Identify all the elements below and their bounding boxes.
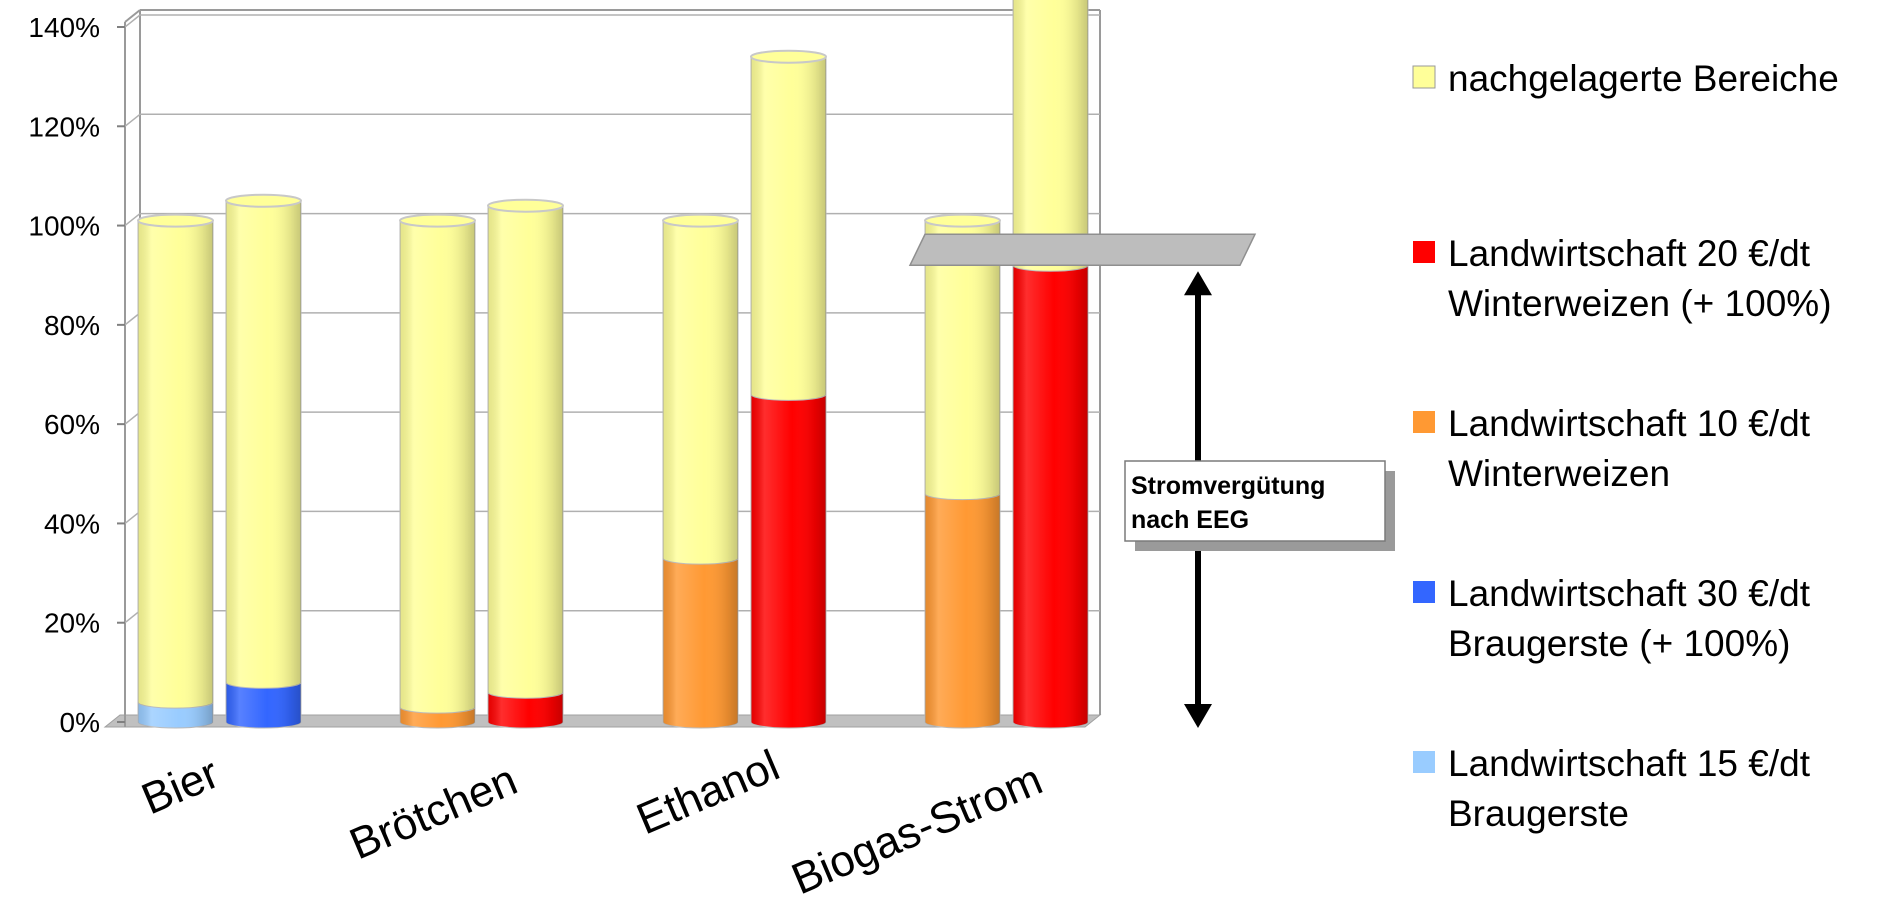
y-tick-label: 60%	[44, 409, 100, 440]
bar-segment-shade	[400, 220, 475, 714]
bar	[750, 49, 827, 729]
bar	[137, 213, 214, 729]
category-label: Biogas-Strom	[785, 755, 1050, 904]
y-tick-label: 80%	[44, 310, 100, 341]
legend-swatch	[1413, 751, 1435, 773]
bar-segment-shade	[925, 220, 1000, 500]
bar-segment-shade	[226, 682, 301, 728]
bar-top-cap	[487, 198, 564, 213]
eeg-annotation: Stromvergütung nach EEG	[908, 233, 1395, 728]
bar-segment-shade	[663, 220, 738, 565]
bar-segment-shade	[1013, 0, 1088, 272]
gridline-side	[124, 113, 141, 127]
bar-segment-shade	[138, 702, 213, 728]
bars	[137, 0, 1089, 729]
legend-label: Landwirtschaft 20 €/dt	[1448, 233, 1811, 274]
bar-segment-shade	[488, 205, 563, 699]
bar-top-cap	[924, 213, 1001, 228]
gridline-side	[124, 14, 141, 28]
y-tick-label: 20%	[44, 608, 100, 639]
y-tick-label: 120%	[28, 111, 100, 142]
legend-label: nachgelagerte Bereiche	[1448, 58, 1839, 99]
y-tick-label: 40%	[44, 508, 100, 539]
eeg-level-plane	[908, 233, 1257, 267]
bar-top-cap	[399, 213, 476, 228]
gridline-side	[124, 212, 141, 227]
legend: nachgelagerte Bereiche Landwirtschaft 20 …	[1412, 58, 1839, 834]
bar	[487, 198, 564, 729]
eeg-arrow-head-up	[1184, 271, 1212, 296]
bar	[662, 213, 739, 729]
eeg-arrow-head-down	[1184, 704, 1212, 728]
bar-segment-shade	[925, 493, 1000, 728]
y-axis-ticks: 0% 20% 40% 60% 80% 100% 120% 140%	[28, 12, 125, 738]
legend-swatch	[1413, 581, 1435, 603]
y-tick-label: 100%	[28, 211, 100, 242]
category-label: Brötchen	[343, 755, 524, 869]
bar-top-cap	[662, 213, 739, 228]
bar	[399, 213, 476, 729]
plot-frame	[103, 9, 1102, 728]
bar-segment-shade	[751, 394, 826, 728]
bar-segment-shade	[226, 200, 301, 689]
bar-segment-shade	[663, 558, 738, 728]
y-tick-label: 0%	[60, 707, 100, 738]
legend-label: Landwirtschaft 10 €/dt	[1448, 403, 1811, 444]
bar-segment-shade	[488, 692, 563, 728]
bar	[225, 193, 302, 729]
legend-label: Braugerste (+ 100%)	[1448, 623, 1790, 664]
legend-label: Winterweizen (+ 100%)	[1448, 283, 1832, 324]
legend-label: Landwirtschaft 15 €/dt	[1448, 743, 1811, 784]
legend-swatch	[1412, 65, 1436, 89]
annotation-text: Stromvergütung	[1131, 472, 1325, 500]
category-label: Ethanol	[630, 741, 787, 844]
bar	[1012, 0, 1089, 729]
legend-label: Landwirtschaft 30 €/dt	[1448, 573, 1811, 614]
category-label: Bier	[135, 749, 226, 825]
y-tick-label: 140%	[28, 12, 100, 43]
legend-swatch	[1413, 241, 1435, 263]
bar-top-cap	[225, 193, 302, 208]
legend-label: Winterweizen	[1448, 453, 1670, 494]
side-wall-top-edge	[124, 9, 141, 23]
bar-segment-shade	[751, 56, 826, 401]
bar-top-cap	[750, 49, 827, 64]
bar-segment-shade	[138, 220, 213, 709]
annotation-text: nach EEG	[1131, 506, 1249, 534]
bar-top-cap	[137, 213, 214, 228]
legend-swatch	[1413, 411, 1435, 433]
legend-label: Braugerste	[1448, 793, 1629, 834]
bar-segment-shade	[1013, 265, 1088, 728]
annotation-box	[1124, 460, 1386, 542]
bar	[924, 213, 1001, 729]
